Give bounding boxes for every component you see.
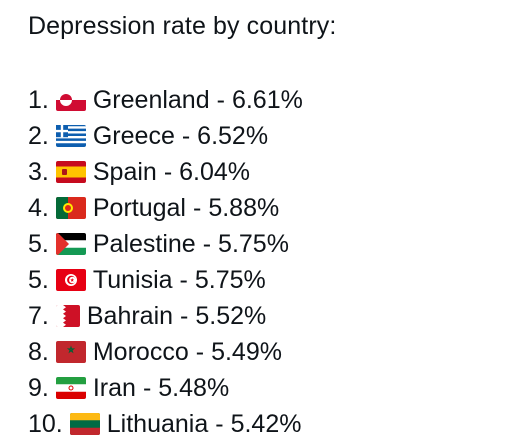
list-item: 5. Palestine - 5.75%: [28, 226, 303, 262]
depression-rate: 5.75%: [218, 229, 289, 258]
item-number: 2.: [28, 121, 49, 150]
lithuania-flag-icon: [69, 413, 100, 435]
separator: -: [216, 85, 225, 114]
country-name: Spain: [92, 157, 157, 186]
item-number: 3.: [28, 157, 49, 186]
iran-flag-icon: [55, 377, 86, 399]
greece-flag-icon: [55, 125, 86, 147]
country-name: Morocco: [92, 337, 189, 366]
depression-rate: 5.52%: [195, 301, 267, 330]
list-item: 4. Portugal - 5.88%: [28, 190, 303, 226]
list-item: 10. Lithuania - 5.42%: [28, 406, 303, 442]
item-number: 1.: [28, 85, 49, 114]
list-item: 2. Greece - 6.52%: [28, 118, 303, 154]
country-name: Lithuania: [106, 409, 209, 438]
depression-rate: 6.52%: [197, 121, 269, 150]
item-number: 8.: [28, 337, 49, 366]
separator: -: [192, 193, 202, 222]
list-item: 7. Bahrain - 5.52%: [28, 298, 303, 334]
list-item: 3. Spain - 6.04%: [28, 154, 303, 190]
separator: -: [215, 409, 224, 438]
country-name: Greece: [92, 121, 175, 150]
country-name: Palestine: [92, 229, 196, 258]
greenland-flag-icon: [55, 89, 86, 111]
depression-rate: 5.48%: [158, 373, 230, 402]
country-name: Tunisia: [92, 265, 173, 294]
separator: -: [181, 121, 191, 150]
list-item: 8. Morocco - 5.49%: [28, 334, 303, 370]
item-number: 9.: [28, 373, 49, 402]
item-number: 5.: [28, 229, 49, 258]
tunisia-flag-icon: [55, 269, 86, 291]
separator: -: [163, 157, 173, 186]
item-number: 4.: [28, 193, 49, 222]
item-number: 10.: [28, 409, 63, 438]
country-name: Bahrain: [86, 301, 174, 330]
portugal-flag-icon: [55, 197, 86, 219]
item-number: 5.: [28, 265, 49, 294]
item-number: 7.: [28, 301, 49, 330]
palestine-flag-icon: [55, 233, 86, 255]
depression-rate: 5.75%: [194, 265, 266, 294]
list-item: 1. Greenland - 6.61%: [28, 82, 303, 118]
bahrain-flag-icon: [55, 305, 80, 327]
depression-rate: 6.61%: [231, 85, 303, 114]
country-name: Greenland: [92, 85, 210, 114]
separator: -: [180, 301, 189, 330]
separator: -: [142, 373, 152, 402]
country-list: 1. Greenland - 6.61% 2. Greece - 6.52% 3…: [28, 82, 303, 442]
separator: -: [195, 337, 205, 366]
post-heading: Depression rate by country:: [28, 12, 337, 40]
separator: -: [202, 229, 212, 258]
separator: -: [179, 265, 188, 294]
depression-rate: 5.88%: [208, 193, 280, 222]
country-name: Iran: [92, 373, 136, 402]
morocco-flag-icon: [55, 341, 86, 363]
country-name: Portugal: [92, 193, 186, 222]
spain-flag-icon: [55, 161, 86, 183]
depression-rate: 5.42%: [230, 409, 302, 438]
depression-rate: 6.04%: [179, 157, 251, 186]
list-item: 5. Tunisia - 5.75%: [28, 262, 303, 298]
depression-rate: 5.49%: [211, 337, 282, 366]
list-item: 9. Iran - 5.48%: [28, 370, 303, 406]
